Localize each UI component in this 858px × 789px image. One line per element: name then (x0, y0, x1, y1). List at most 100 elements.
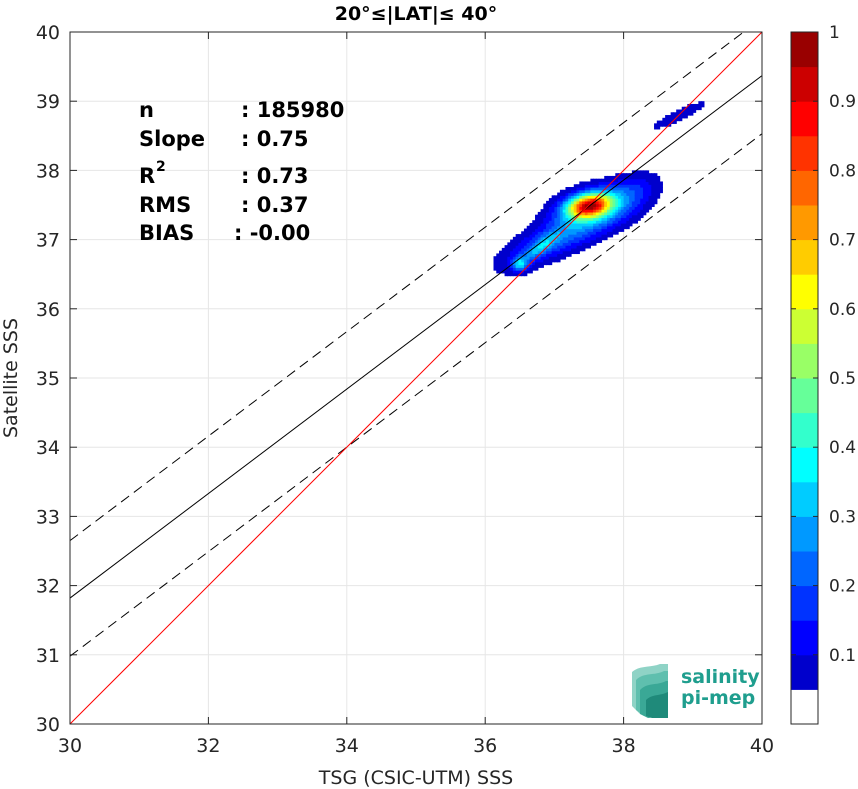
density-cell (535, 239, 539, 243)
density-cell (615, 203, 619, 207)
x-axis-ticks: 30 32 34 36 38 40 (58, 32, 774, 757)
density-cell (604, 231, 608, 235)
density-cell (631, 214, 636, 219)
density-cell (562, 211, 567, 216)
density-cell (540, 234, 544, 238)
density-cell (562, 214, 567, 219)
density-cell (518, 242, 522, 246)
density-cell (582, 187, 586, 191)
density-cell (548, 198, 553, 202)
density-cell (595, 220, 600, 224)
density-cell (523, 239, 528, 243)
density-cell (548, 206, 553, 210)
density-cell (601, 200, 605, 205)
density-cell (526, 253, 531, 257)
density-cell (557, 222, 561, 227)
density-cell (557, 220, 561, 224)
density-cell (604, 211, 608, 216)
density-cell (631, 198, 636, 202)
density-cell (559, 236, 564, 241)
density-cell (612, 231, 616, 235)
density-cell (551, 245, 555, 249)
density-cell (582, 181, 586, 185)
colorbar-tick-label: 0.9 (829, 92, 856, 112)
density-cell (548, 228, 553, 232)
density-cell (540, 245, 544, 249)
density-cell (595, 200, 600, 205)
density-cell (637, 198, 641, 202)
density-cell (604, 181, 608, 185)
density-cell (590, 234, 594, 238)
density-cell (515, 234, 520, 238)
y-axis-label: Satellite SSS (0, 318, 22, 438)
colorbar-tick-label: 0.2 (829, 577, 856, 597)
density-cell (587, 184, 591, 188)
colorbar-tick-label: 0.4 (829, 438, 856, 458)
colorbar-band (791, 32, 818, 68)
density-cell (557, 236, 561, 241)
density-cell (565, 253, 569, 257)
density-cell (571, 245, 575, 249)
density-cell (562, 242, 567, 246)
density-cell (521, 264, 525, 268)
density-cell (659, 181, 663, 185)
density-cell (510, 261, 514, 266)
density-cell (568, 217, 572, 221)
density-cell (667, 120, 672, 124)
density-cell (515, 261, 520, 266)
density-cell (496, 258, 500, 263)
density-cell (626, 220, 630, 224)
density-cell (620, 209, 625, 213)
density-cell (673, 120, 677, 124)
density-cell (557, 225, 561, 230)
density-cell (571, 195, 575, 199)
density-cell (590, 222, 594, 227)
density-cell (609, 222, 614, 227)
density-cell (701, 101, 705, 105)
density-cell (626, 225, 630, 230)
density-cell (618, 225, 622, 230)
density-cell (543, 242, 547, 246)
density-cell (529, 222, 533, 227)
density-cell (554, 198, 558, 202)
density-cell (640, 175, 644, 180)
density-cell (612, 195, 616, 199)
density-cell (593, 234, 597, 238)
density-cell (554, 225, 558, 230)
density-cell (510, 258, 514, 263)
density-cell (626, 209, 630, 213)
density-cell (510, 247, 514, 252)
density-cell (665, 123, 669, 127)
fit-upper-dashed-line (70, 32, 745, 542)
density-cell (651, 173, 655, 177)
density-cell (612, 189, 616, 194)
density-cell (565, 236, 569, 241)
density-cell (631, 187, 636, 191)
density-cell (565, 222, 569, 227)
density-cell (540, 220, 544, 224)
density-cell (582, 214, 586, 219)
density-cell (579, 206, 583, 210)
density-cell (582, 247, 586, 252)
density-cell (565, 198, 569, 202)
density-cell (518, 239, 522, 243)
density-cell (512, 242, 517, 246)
density-cell (551, 222, 555, 227)
density-cell (640, 181, 644, 185)
density-cell (631, 209, 636, 213)
density-cell (687, 106, 691, 111)
density-cell (523, 272, 528, 277)
density-cell (510, 256, 514, 260)
density-cell (615, 211, 619, 216)
density-cell (535, 245, 539, 249)
density-cell (535, 258, 539, 263)
logo-text-pimep: pi-mep (681, 687, 755, 709)
density-cell (521, 234, 525, 238)
density-cell (548, 222, 553, 227)
density-cell (571, 228, 575, 232)
density-cell (559, 228, 564, 232)
density-cell (576, 250, 580, 255)
density-cell (612, 211, 616, 216)
density-cell (512, 236, 517, 241)
density-cell (546, 203, 550, 207)
